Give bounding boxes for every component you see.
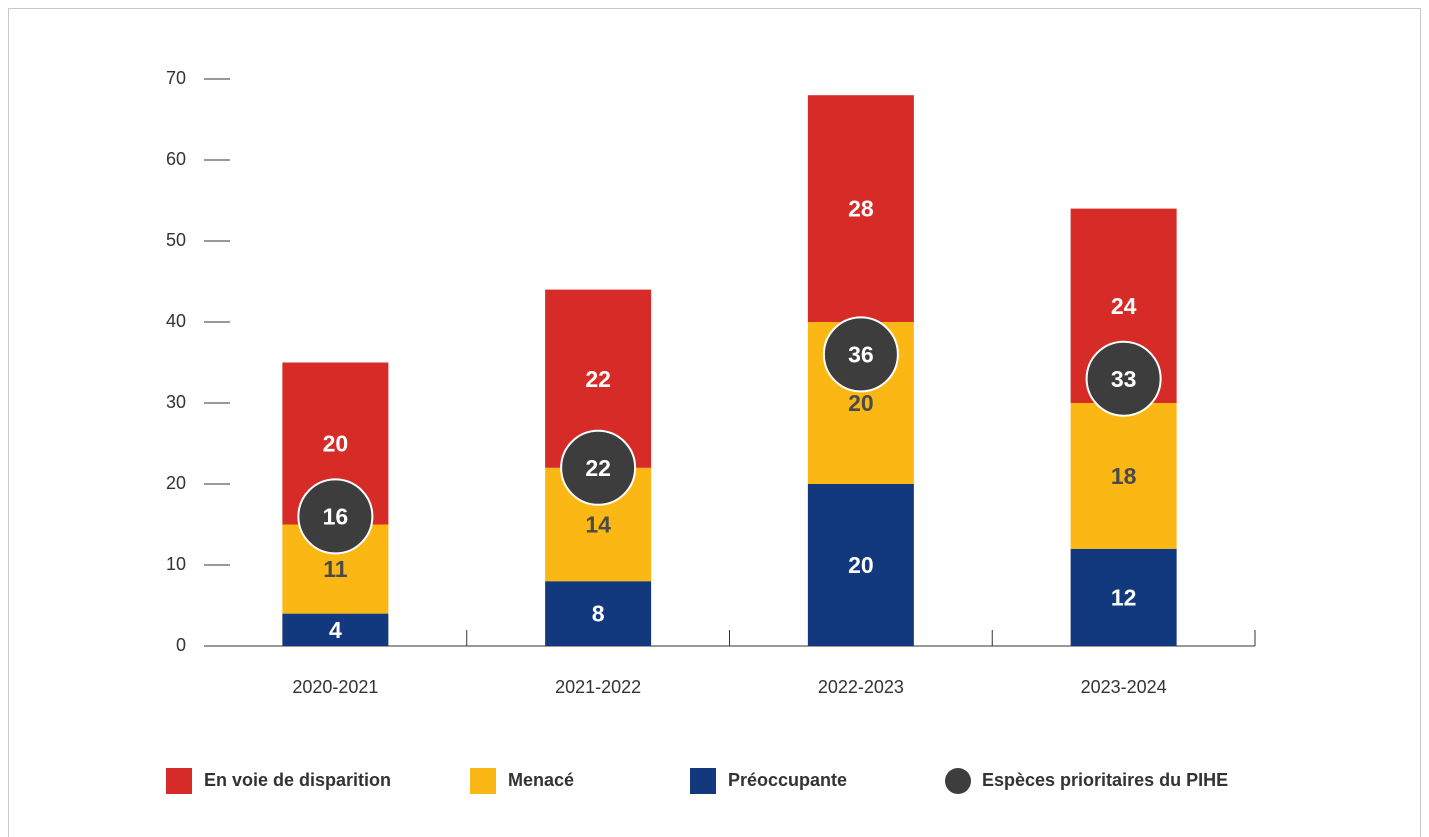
x-tick-label: 2021-2022 [555, 677, 641, 697]
data-label: 11 [323, 556, 348, 582]
legend-label: En voie de disparition [204, 770, 391, 790]
y-tick-label: 30 [166, 392, 186, 412]
data-label: 24 [1111, 293, 1137, 319]
y-tick-label: 40 [166, 311, 186, 331]
bar-segment [282, 613, 389, 646]
data-label: 33 [1111, 366, 1137, 392]
legend-swatch [470, 768, 496, 794]
y-tick-label: 20 [166, 473, 186, 493]
data-label: 20 [848, 552, 874, 578]
bar-segment [545, 581, 652, 646]
data-label: 22 [585, 455, 611, 481]
y-tick-label: 60 [166, 149, 186, 169]
y-tick-label: 50 [166, 230, 186, 250]
data-label: 20 [848, 390, 874, 416]
x-tick-label: 2023-2024 [1081, 677, 1167, 697]
data-label: 12 [1111, 584, 1137, 610]
bar-segment [807, 484, 914, 646]
data-label: 14 [585, 512, 611, 538]
frame [8, 8, 1421, 837]
legend-label: Espèces prioritaires du PIHE [982, 770, 1228, 790]
marker [560, 429, 637, 506]
x-tick-label: 2020-2021 [292, 677, 378, 697]
x-tick-label: 2022-2023 [818, 677, 904, 697]
data-label: 28 [848, 196, 874, 222]
legend-label: Menacé [508, 770, 574, 790]
bar-segment [1070, 403, 1177, 549]
legend-label: Préoccupante [728, 770, 847, 790]
marker [297, 478, 374, 555]
bar-segment [1070, 548, 1177, 646]
y-tick-label: 0 [176, 635, 186, 655]
data-label: 20 [323, 431, 349, 457]
data-label: 8 [592, 601, 605, 627]
y-tick-label: 70 [166, 68, 186, 88]
marker [1085, 340, 1162, 417]
data-label: 22 [585, 366, 611, 392]
data-label: 16 [323, 503, 349, 529]
legend-swatch [166, 768, 192, 794]
legend-swatch [690, 768, 716, 794]
bar-segment [807, 95, 914, 322]
data-label: 36 [848, 341, 874, 367]
data-label: 18 [1111, 463, 1137, 489]
y-tick-label: 10 [166, 554, 186, 574]
marker [822, 316, 899, 393]
data-label: 4 [329, 617, 342, 643]
legend-swatch [945, 768, 971, 794]
